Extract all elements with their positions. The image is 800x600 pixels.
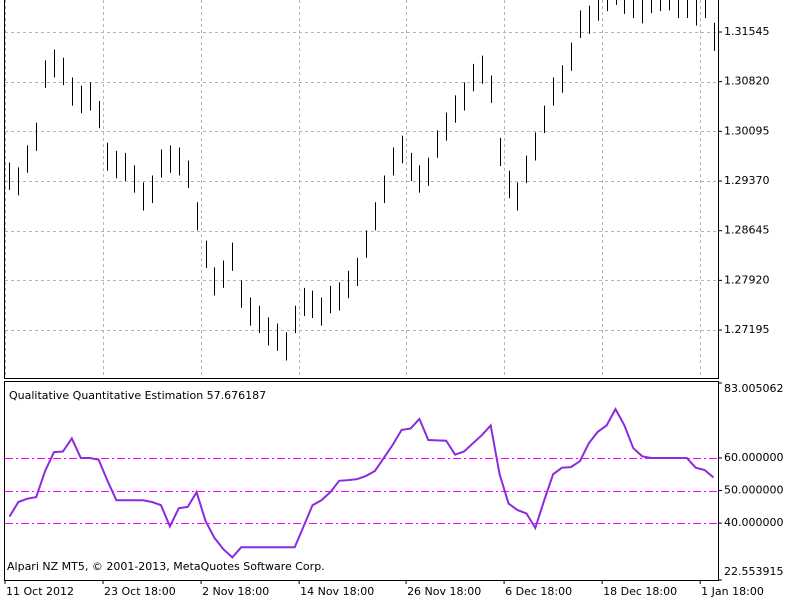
y-tick-label: 22.553915	[724, 565, 784, 578]
indicator-line	[8, 407, 715, 559]
x-tick-label: 14 Nov 18:00	[300, 585, 374, 598]
copyright: Alpari NZ MT5, © 2001-2013, MetaQuotes S…	[7, 560, 325, 573]
x-tick-label: 6 Dec 18:00	[505, 585, 572, 598]
x-tick-label: 18 Dec 18:00	[603, 585, 677, 598]
indicator	[8, 407, 715, 559]
y-tick-label: 40.000000	[724, 516, 784, 529]
x-tick-label: 2 Nov 18:00	[202, 585, 269, 598]
y-tick-label: 1.27195	[724, 323, 770, 336]
y-tick-label: 1.28645	[724, 224, 770, 237]
bars	[9, 0, 715, 361]
x-tick-label: 26 Nov 18:00	[407, 585, 481, 598]
indicator-title: Qualitative Quantitative Estimation 57.6…	[9, 389, 266, 402]
x-tick-label: 23 Oct 18:00	[104, 585, 176, 598]
y-tick-label: 1.27920	[724, 273, 770, 286]
y-tick-label: 1.30820	[724, 75, 770, 88]
price-panel-frame	[4, 0, 719, 379]
y-tick-label: 60.000000	[724, 451, 784, 464]
x-tick-label: 1 Jan 18:00	[701, 585, 764, 598]
y-tick-label: 50.000000	[724, 484, 784, 497]
y-tick-label: 1.29370	[724, 174, 770, 187]
indicator-panel-frame	[4, 381, 719, 581]
y-tick-label: 1.31545	[724, 25, 770, 38]
y-tick-label: 1.30095	[724, 124, 770, 137]
x-tick-label: 11 Oct 2012	[6, 585, 74, 598]
y-tick-label: 83.005062	[724, 382, 784, 395]
